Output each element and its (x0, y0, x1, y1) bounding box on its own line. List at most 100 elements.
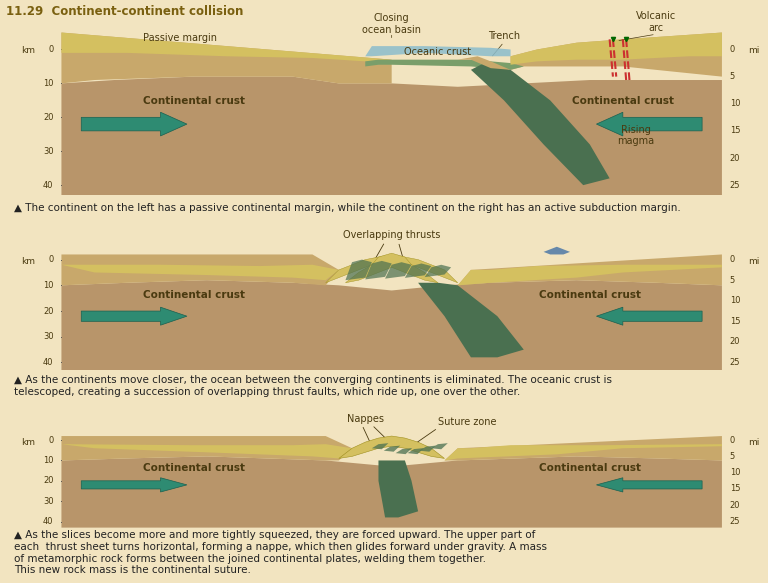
Text: 0: 0 (730, 45, 735, 54)
Text: 40: 40 (43, 181, 54, 189)
Polygon shape (61, 436, 352, 528)
Polygon shape (61, 254, 339, 280)
Polygon shape (432, 443, 448, 449)
Polygon shape (511, 33, 722, 65)
Text: Continental crust: Continental crust (539, 290, 641, 300)
Polygon shape (61, 456, 722, 528)
Polygon shape (366, 261, 392, 279)
Text: mi: mi (748, 46, 760, 55)
Polygon shape (597, 112, 702, 136)
Text: 5: 5 (730, 452, 735, 461)
Text: Trench: Trench (488, 31, 520, 41)
Text: 30: 30 (43, 497, 54, 505)
Text: Continental crust: Continental crust (143, 463, 244, 473)
Text: 0: 0 (48, 255, 54, 264)
Polygon shape (346, 253, 438, 283)
Text: 20: 20 (43, 307, 54, 315)
Polygon shape (61, 76, 722, 195)
Polygon shape (81, 307, 187, 325)
Text: 20: 20 (43, 113, 54, 122)
Text: 10: 10 (730, 468, 740, 477)
Text: 30: 30 (43, 332, 54, 341)
Text: km: km (21, 257, 35, 266)
Polygon shape (61, 33, 392, 195)
Text: 5: 5 (730, 72, 735, 81)
Text: 0: 0 (48, 436, 54, 445)
Text: 20: 20 (730, 153, 740, 163)
Polygon shape (366, 46, 511, 57)
Polygon shape (372, 443, 389, 449)
Text: 10: 10 (43, 456, 54, 465)
Polygon shape (419, 445, 436, 452)
Text: 0: 0 (730, 255, 735, 264)
Text: ▲ The continent on the left has a passive continental margin, while the continen: ▲ The continent on the left has a passiv… (14, 203, 680, 213)
Polygon shape (346, 259, 372, 280)
Polygon shape (445, 436, 722, 461)
Polygon shape (81, 477, 187, 492)
Polygon shape (471, 63, 610, 185)
Text: km: km (21, 46, 35, 55)
Polygon shape (544, 247, 570, 254)
Text: 15: 15 (730, 317, 740, 326)
Polygon shape (81, 112, 187, 136)
Polygon shape (425, 265, 451, 277)
Text: 10: 10 (43, 281, 54, 290)
Text: 11.29  Continent-continent collision: 11.29 Continent-continent collision (6, 5, 243, 17)
Text: 20: 20 (730, 501, 740, 510)
Polygon shape (61, 33, 392, 61)
Text: Nappes: Nappes (347, 414, 384, 424)
Text: 15: 15 (730, 484, 740, 493)
Text: 40: 40 (43, 358, 54, 367)
Polygon shape (326, 254, 458, 283)
Text: 40: 40 (43, 517, 54, 526)
Polygon shape (61, 280, 722, 370)
Text: Oceanic crust: Oceanic crust (404, 47, 472, 57)
Text: Volcanic
arc: Volcanic arc (636, 11, 676, 33)
Polygon shape (396, 448, 412, 454)
Text: 25: 25 (730, 358, 740, 367)
Text: Overlapping thrusts: Overlapping thrusts (343, 230, 440, 240)
Polygon shape (379, 461, 418, 518)
Polygon shape (458, 57, 511, 70)
Text: 25: 25 (730, 517, 740, 526)
Text: Continental crust: Continental crust (539, 463, 641, 473)
Polygon shape (385, 262, 412, 279)
Text: Passive margin: Passive margin (144, 33, 217, 43)
Polygon shape (408, 448, 424, 454)
Polygon shape (61, 254, 339, 370)
Polygon shape (597, 307, 702, 325)
Text: Closing
ocean basin: Closing ocean basin (362, 13, 421, 34)
Text: 0: 0 (730, 436, 735, 445)
Text: 20: 20 (730, 338, 740, 346)
Polygon shape (597, 477, 702, 492)
Polygon shape (384, 445, 400, 452)
Text: 10: 10 (43, 79, 54, 88)
Text: 15: 15 (730, 127, 740, 135)
Text: 25: 25 (730, 181, 740, 189)
Text: 10: 10 (730, 99, 740, 108)
Polygon shape (418, 283, 524, 357)
Polygon shape (458, 254, 722, 370)
Text: 30: 30 (43, 147, 54, 156)
Text: 5: 5 (730, 276, 735, 285)
Text: 0: 0 (48, 45, 54, 54)
Text: km: km (21, 438, 35, 447)
Text: Continental crust: Continental crust (143, 96, 244, 106)
Text: ▲ As the continents move closer, the ocean between the converging continents is : ▲ As the continents move closer, the oce… (14, 375, 611, 397)
Text: Continental crust: Continental crust (572, 96, 674, 106)
Polygon shape (511, 33, 722, 195)
Text: Rising
magma: Rising magma (617, 125, 654, 146)
Text: 10: 10 (730, 296, 740, 305)
Text: Suture zone: Suture zone (438, 417, 496, 427)
Polygon shape (61, 436, 352, 458)
Polygon shape (366, 59, 524, 70)
Polygon shape (445, 436, 722, 528)
Polygon shape (339, 436, 445, 458)
Polygon shape (405, 264, 432, 278)
Text: 20: 20 (43, 476, 54, 485)
Polygon shape (458, 254, 722, 285)
Text: mi: mi (748, 257, 760, 266)
Text: Continental crust: Continental crust (143, 290, 244, 300)
Text: ▲ As the slices become more and more tightly squeezed, they are forced upward. T: ▲ As the slices become more and more tig… (14, 531, 547, 575)
Text: mi: mi (748, 438, 760, 447)
